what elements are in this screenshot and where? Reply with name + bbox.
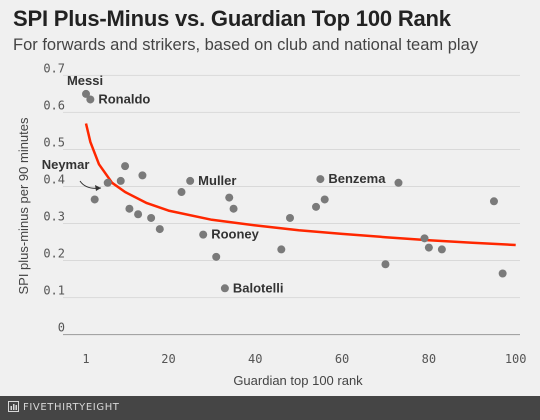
scatter-point [103,178,112,187]
point-label-neymar: Neymar [42,157,90,172]
y-axis-title: SPI plus-minus per 90 minutes [16,117,31,295]
scatter-point [86,95,95,104]
trend-line [84,123,516,247]
scatter-point [199,230,208,239]
chart-subtitle: For forwards and strikers, based on club… [13,36,478,54]
x-tick-label: 40 [248,352,262,366]
scatter-point [394,178,403,187]
scatter-chart: 0 0.1 0.2 0.3 0.4 0.5 0.6 0.7 1 20 40 60 80 100 Mess… [16,61,527,388]
scatter-point [225,193,234,202]
scatter-point [125,204,134,213]
scatter-point [90,195,99,204]
trend-line-layer [84,123,516,247]
scatter-point [186,176,195,185]
point-label-muller: Muller [198,173,236,188]
y-tick-label: 0 [58,321,65,335]
scatter-point [155,225,164,234]
x-tick-label: 80 [422,352,436,366]
scatter-point [277,245,286,254]
scatter-point [489,197,498,206]
scatter-point [121,162,130,171]
y-tick-label: 0.4 [43,172,65,186]
scatter-point [316,175,325,184]
scatter-point [498,269,507,278]
chart-title: SPI Plus-Minus vs. Guardian Top 100 Rank [13,6,451,31]
x-tick-label: 1 [82,352,89,366]
fivethirtyeight-logo-icon [8,401,19,412]
x-tick-label: 60 [335,352,349,366]
point-labels: Messi Ronaldo Neymar Muller Rooney Balotelli B… [42,73,386,295]
scatter-point [420,234,429,243]
scatter-point [285,213,294,222]
brand-logo: FIVETHIRTYEIGHT [8,401,120,413]
y-tick-label: 0.5 [43,135,65,149]
scatter-point [212,252,221,261]
scatter-point [147,213,156,222]
scatter-point [138,171,147,180]
x-tick-label: 20 [161,352,175,366]
x-axis-title: Guardian top 100 rank [233,373,363,388]
scatter-point [424,243,433,252]
scatter-point [177,188,186,197]
scatter-point [381,260,390,269]
scatter-point [134,210,143,219]
footer-bar: FIVETHIRTYEIGHT [0,396,540,420]
point-label-benzema: Benzema [328,171,386,186]
y-tick-label: 0.7 [43,61,65,75]
y-tick-label: 0.2 [43,247,65,261]
grid-lines [63,74,520,336]
y-tick-label: 0.6 [43,98,65,112]
scatter-point [229,204,238,213]
scatter-point [320,195,329,204]
y-tick-label: 0.1 [43,284,65,298]
point-label-balotelli: Balotelli [233,280,284,295]
point-label-ronaldo: Ronaldo [98,91,150,106]
x-tick-labels: 1 20 40 60 80 100 [82,352,526,366]
x-tick-label: 100 [505,352,527,366]
arrowhead-icon [95,185,101,191]
brand-name: FIVETHIRTYEIGHT [23,402,120,413]
scatter-point [116,176,125,185]
point-label-rooney: Rooney [211,227,259,242]
scatter-point [82,89,91,98]
scatter-point [312,202,321,211]
y-tick-label: 0.3 [43,210,65,224]
scatter-point [220,284,229,293]
point-label-messi: Messi [67,73,103,88]
data-points [82,89,507,293]
scatter-point [437,245,446,254]
y-tick-labels: 0 0.1 0.2 0.3 0.4 0.5 0.6 0.7 [43,61,65,334]
